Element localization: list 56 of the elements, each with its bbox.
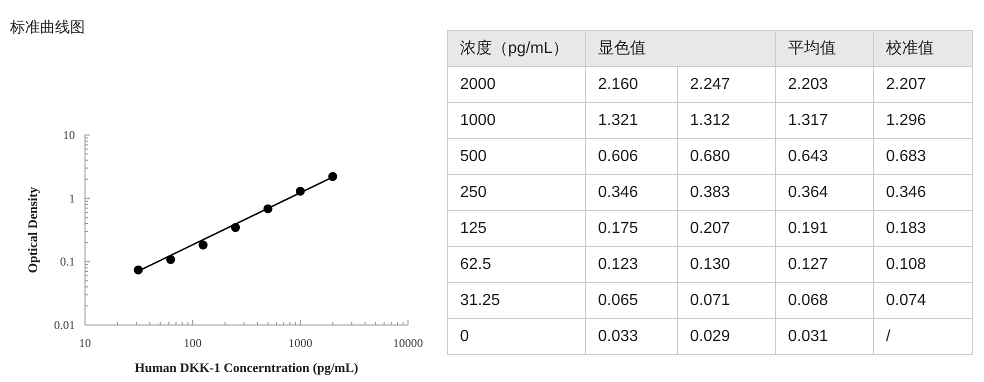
text: 2.203 (788, 76, 828, 92)
x-tick-label: 10000 (393, 336, 423, 350)
text: 0.108 (886, 256, 926, 272)
chart-title: 标准曲线图 (9, 19, 85, 36)
text: 0.191 (788, 220, 828, 236)
text: 31.25 (460, 292, 500, 308)
point (198, 240, 208, 250)
text: 1000 (460, 112, 496, 128)
text: 0.183 (886, 220, 926, 236)
text: / (886, 328, 890, 344)
text: 0.029 (690, 328, 730, 344)
text: 0.383 (690, 184, 730, 200)
text: 62.5 (460, 256, 492, 272)
text: 0.643 (788, 148, 828, 164)
category-label: 平均值 (776, 30, 874, 66)
y-axis-title: Optical Density (25, 186, 40, 274)
text: 2.207 (886, 76, 926, 92)
text: 0.033 (598, 328, 638, 344)
text: 0.346 (598, 184, 638, 200)
category-label: 浓度（pg/mL） (448, 30, 586, 66)
text: 2.247 (690, 76, 730, 92)
text: 0.130 (690, 256, 730, 272)
text: 0.207 (690, 220, 730, 236)
text: 1.312 (690, 112, 730, 128)
text: 2000 (460, 76, 496, 92)
x-tick-label: 10 (79, 336, 91, 350)
text: 2.160 (598, 76, 638, 92)
text: 1.321 (598, 112, 638, 128)
text: 1.317 (788, 112, 828, 128)
text: 0.680 (690, 148, 730, 164)
y-tick-label: 10 (63, 128, 75, 142)
y-tick-label: 0.01 (54, 318, 75, 332)
text: 0.364 (788, 184, 828, 200)
category-label: 校准值 (874, 30, 972, 66)
text: 0.068 (788, 292, 828, 308)
text: 125 (460, 220, 487, 236)
text: 0.127 (788, 256, 828, 272)
text: 0.606 (598, 148, 638, 164)
text: 1.296 (886, 112, 926, 128)
y-tick-label: 0.1 (60, 254, 75, 269)
x-tick-label: 1000 (288, 336, 312, 350)
text: 0.175 (598, 220, 638, 236)
text: 0.071 (690, 292, 730, 308)
text: 0.123 (598, 256, 638, 272)
category-label: 显色值 (586, 30, 776, 66)
y-tick-label: 1 (69, 191, 75, 206)
text: 0.683 (886, 148, 926, 164)
x-axis-title: Human DKK-1 Concerntration (pg/mL) (134, 360, 358, 375)
text: 500 (460, 148, 487, 164)
text: 0.074 (886, 292, 926, 308)
text: 0.346 (886, 184, 926, 200)
text: 250 (460, 184, 487, 200)
x-tick-label: 100 (184, 336, 202, 350)
text: 0.065 (598, 292, 638, 308)
text: 0 (460, 328, 469, 344)
text: 0.031 (788, 328, 828, 344)
